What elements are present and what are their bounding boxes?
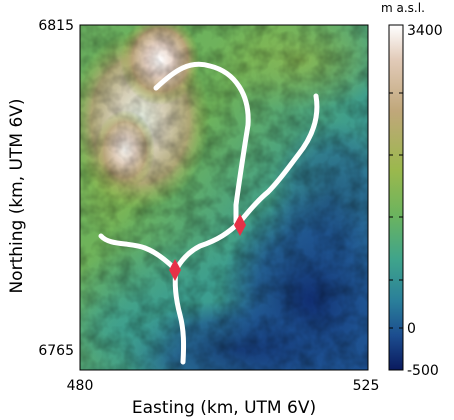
river-outlet — [172, 267, 187, 365]
colorbar-tick-bottom: -500 — [407, 363, 439, 379]
colorbar-title: m a.s.l. — [381, 1, 425, 15]
colorbar: m a.s.l. 3400 0 -500 — [381, 1, 443, 379]
colorbar-tick-zero: 0 — [407, 321, 416, 337]
river-network — [98, 61, 320, 365]
x-tick-right: 525 — [353, 378, 380, 394]
marker-layer — [169, 214, 246, 281]
x-axis-label: Easting (km, UTM 6V) — [132, 398, 316, 418]
diamond-marker-upper — [234, 214, 246, 236]
terrain-raster — [80, 25, 368, 370]
plot-frame — [79, 24, 369, 371]
axis-ticks — [79, 24, 369, 371]
y-tick-top: 6815 — [38, 18, 74, 34]
river-branch-west — [98, 233, 179, 273]
river-main-stem — [173, 219, 243, 273]
river-branch-north — [153, 61, 251, 225]
x-tick-left: 480 — [67, 378, 94, 394]
diamond-marker-lower — [169, 259, 181, 281]
y-tick-bottom: 6765 — [38, 343, 74, 359]
river-branch-east — [237, 93, 320, 225]
colorbar-ramp — [388, 24, 404, 371]
colorbar-tick-top: 3400 — [407, 23, 443, 39]
y-axis-label: Northing (km, UTM 6V) — [7, 98, 27, 293]
